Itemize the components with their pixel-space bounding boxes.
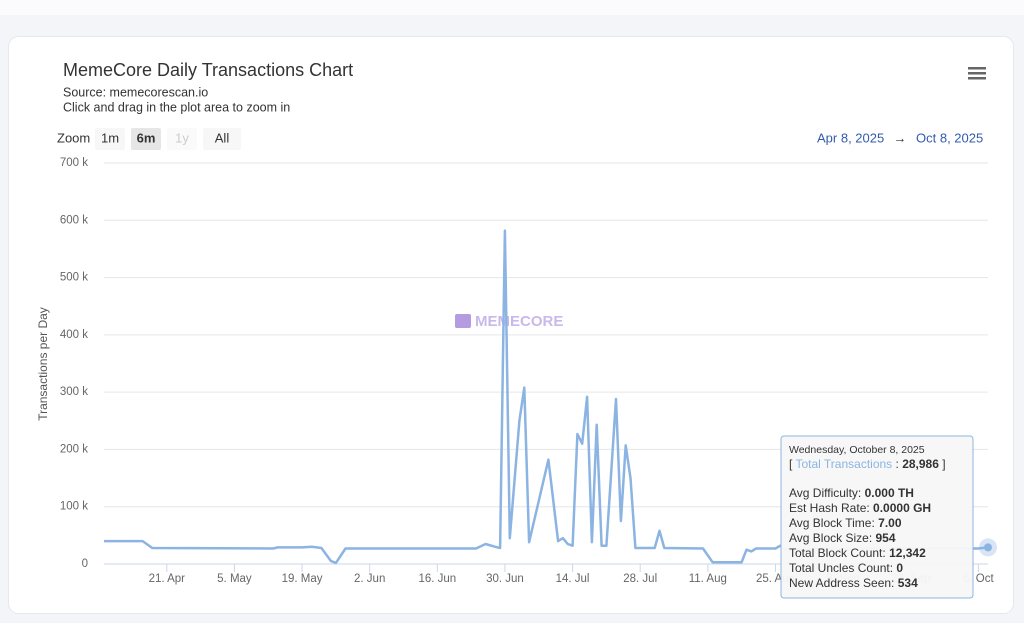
tooltip-row: Avg Block Size: 954 [789,531,896,545]
y-axis-label: Transactions per Day [36,307,50,421]
tooltip-part: 7.00 [878,516,902,530]
subtitle: Source: memecorescan.io [63,85,208,99]
tooltip-series: [ Total Transactions : 28,986 ] [789,457,946,471]
y-tick-label: 0 [82,558,88,570]
tooltip-part: New Address Seen: [789,576,894,590]
tooltip-row: New Address Seen: 534 [789,576,918,590]
tooltip-row: Total Uncles Count: 0 [789,561,903,575]
y-tick-label: 200 k [60,443,88,455]
zoom-button-label: 1y [175,130,189,145]
zoom-button-bg [95,128,125,150]
menu-bar [968,72,986,75]
menu-bar [968,77,986,80]
card [8,36,1014,614]
y-tick-label: 500 k [60,272,88,284]
chart-title: MemeCore Daily Transactions Chart [63,60,353,80]
menu-button[interactable] [968,67,986,80]
tooltip-part: 0.000 TH [865,486,914,500]
top-bar [0,0,1024,15]
watermark-text: MEMECORE [475,313,563,330]
tooltip-part: Total Transactions [795,457,892,471]
tooltip-row: Avg Difficulty: 0.000 TH [789,486,914,500]
tooltip-row: Est Hash Rate: 0.0000 GH [789,501,931,515]
zoom-button-bg [203,128,241,150]
plot [104,229,997,565]
x-tick-label: 14. Jul [556,573,590,585]
x-tick-label: 11. Aug [689,573,727,585]
tooltip-part: Avg Block Time: [789,516,875,530]
zoom-button[interactable]: 1m [95,128,125,150]
tooltip: Wednesday, October 8, 2025[ Total Transa… [780,435,974,599]
y-tick-label: 400 k [60,329,88,341]
tooltip-part: 12,342 [889,546,926,560]
zoom-buttons: 1m 6m 1y All [95,128,241,150]
tooltip-part: Total Block Count: [789,546,886,560]
zoom-button[interactable]: 6m [131,128,161,150]
zoom-button-label: 6m [137,130,156,145]
series-line [104,229,989,565]
x-tick-label: 30. Jun [486,573,524,585]
hover-point [984,543,992,552]
tooltip-date: Wednesday, October 8, 2025 [789,444,925,456]
zoom-button-bg [167,128,197,150]
range-to[interactable]: Oct 8, 2025 [916,130,983,145]
x-tick-label: 28. Jul [623,573,657,585]
zoom-button-label: 1m [101,130,119,145]
zoom-label: Zoom [57,130,90,145]
tooltip-part: 0.0000 GH [873,501,931,515]
zoom-button[interactable]: All [203,128,241,150]
watermark-icon [455,314,471,328]
range-arrow: → [894,130,907,145]
range-from[interactable]: Apr 8, 2025 [817,130,884,145]
menu-bar [968,67,986,70]
tooltip-part: Avg Block Size: [789,531,872,545]
zoom-button-label: All [215,130,230,145]
tooltip-part: Est Hash Rate: [789,501,870,515]
y-tick-label: 300 k [60,386,88,398]
tooltip-row: Avg Block Time: 7.00 [789,516,902,530]
x-tick-label: 19. May [282,573,323,585]
tooltip-part: Avg Difficulty: [789,486,861,500]
tooltip-part: 28,986 [902,457,939,471]
tooltip-part: 0 [896,561,903,575]
x-tick-label: 16. Jun [418,573,456,585]
watermark: MEMECORE [455,313,563,330]
instruction: Click and drag in the plot area to zoom … [63,100,290,114]
zoom-button: 1y [167,128,197,150]
x-tick-label: 5. May [217,573,252,585]
tooltip-row: Total Block Count: 12,342 [789,546,926,560]
tooltip-part: 954 [876,531,896,545]
y-tick-label: 700 k [60,157,88,169]
y-tick-label: 600 k [60,214,88,226]
y-tick-label: 100 k [60,501,88,513]
zoom-button-bg [131,128,161,150]
x-tick-label: 21. Apr [149,573,186,585]
x-tick-label: 2. Jun [354,573,385,585]
tooltip-part: 534 [898,576,918,590]
tooltip-box [780,435,974,599]
tooltip-part: Total Uncles Count: [789,561,893,575]
